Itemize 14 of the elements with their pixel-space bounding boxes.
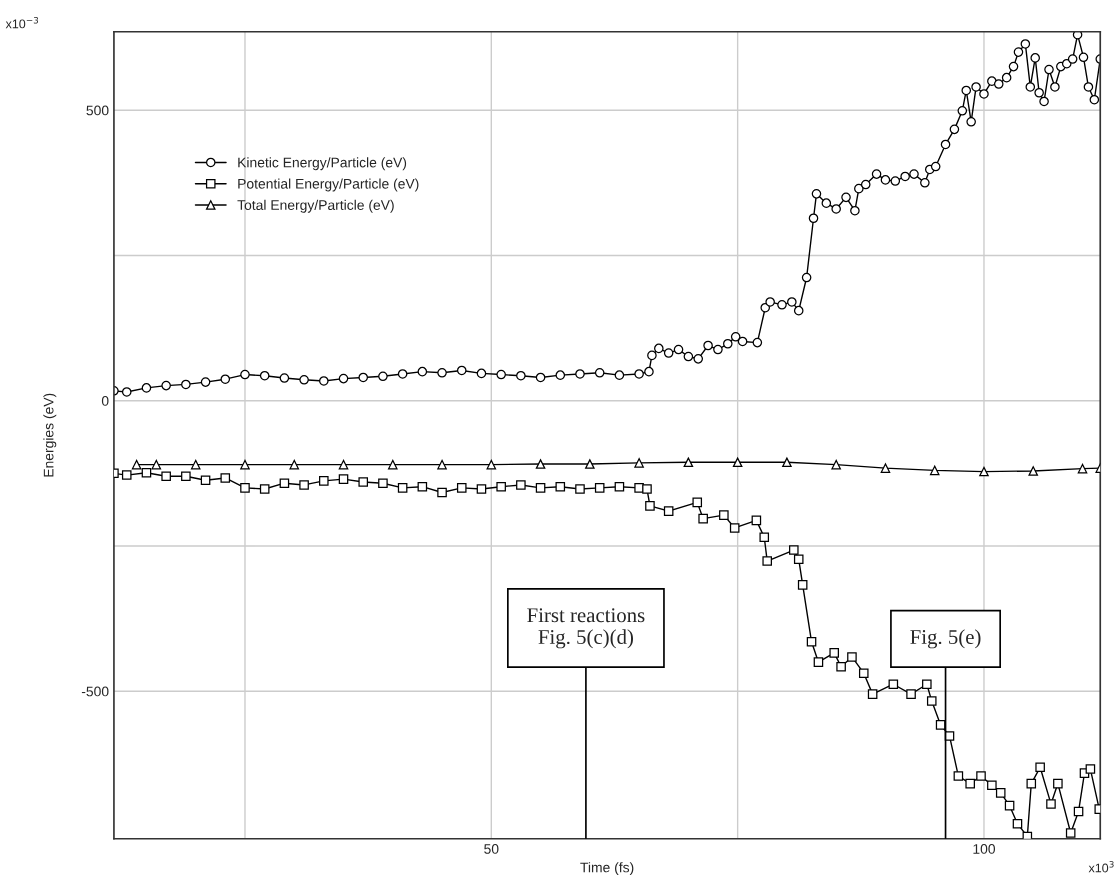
legend-label: Potential Energy/Particle (eV) (238, 178, 419, 192)
y-tick-label: -500 (81, 686, 109, 697)
y-tick-label: 500 (86, 105, 109, 116)
legend-label: Kinetic Energy/Particle (eV) (238, 157, 407, 171)
x-tick-label: 100 (973, 844, 996, 854)
text: x10$^{−3}$ (5, 16, 39, 29)
y-tick-label: 0 (101, 396, 109, 406)
legend-label: Total Energy/Particle (eV) (237, 199, 394, 213)
x-axis-title: Time (fs) (580, 862, 634, 876)
x-tick-label: 50 (484, 844, 499, 854)
text: x10$^{3}$ (1088, 860, 1114, 873)
ref-line-label: Fig. 5(e) (910, 629, 981, 649)
y-axis-title: Energies (eV) (43, 393, 57, 477)
ref-line-label: First reactions Fig. 5(c)(d) (527, 608, 645, 649)
